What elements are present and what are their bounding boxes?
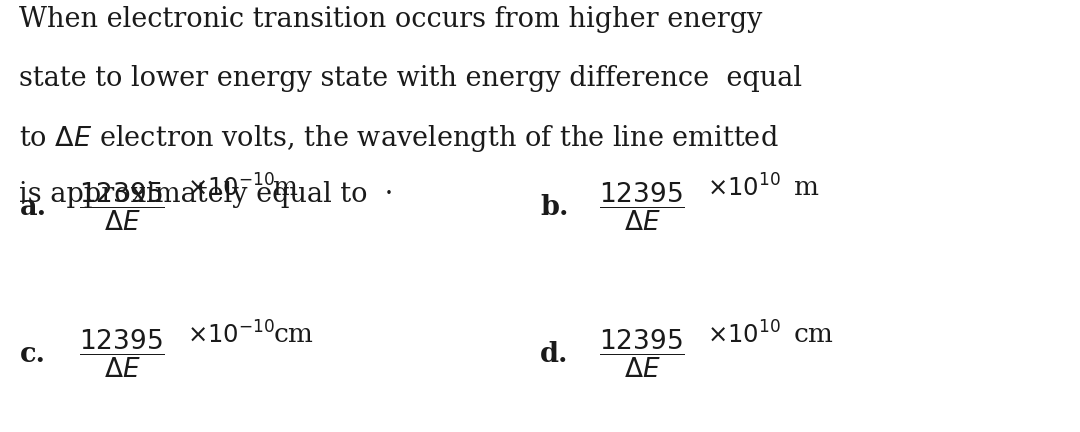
Text: $\times10^{-10}$: $\times10^{-10}$: [187, 321, 275, 348]
Text: c.: c.: [19, 341, 45, 368]
Text: cm: cm: [273, 322, 313, 347]
Text: state to lower energy state with energy difference  equal: state to lower energy state with energy …: [19, 65, 802, 92]
Text: $\dfrac{12395}{\Delta E}$: $\dfrac{12395}{\Delta E}$: [599, 181, 686, 233]
Text: $\dfrac{12395}{\Delta E}$: $\dfrac{12395}{\Delta E}$: [79, 328, 165, 380]
Text: $\times10^{10}$: $\times10^{10}$: [707, 175, 781, 201]
Text: $\times10^{10}$: $\times10^{10}$: [707, 321, 781, 348]
Text: a.: a.: [19, 194, 46, 221]
Text: is approximately equal to  ·: is approximately equal to ·: [19, 181, 394, 209]
Text: cm: cm: [794, 322, 834, 347]
Text: $\dfrac{12395}{\Delta E}$: $\dfrac{12395}{\Delta E}$: [79, 181, 165, 233]
Text: $\dfrac{12395}{\Delta E}$: $\dfrac{12395}{\Delta E}$: [599, 328, 686, 380]
Text: d.: d.: [540, 341, 568, 368]
Text: b.: b.: [540, 194, 568, 221]
Text: m: m: [273, 175, 298, 200]
Text: to $\Delta E$ electron volts, the wavelength of the line emitted: to $\Delta E$ electron volts, the wavele…: [19, 123, 779, 154]
Text: m: m: [794, 175, 819, 200]
Text: $\times10^{-10}$: $\times10^{-10}$: [187, 175, 275, 201]
Text: When electronic transition occurs from higher energy: When electronic transition occurs from h…: [19, 6, 762, 34]
